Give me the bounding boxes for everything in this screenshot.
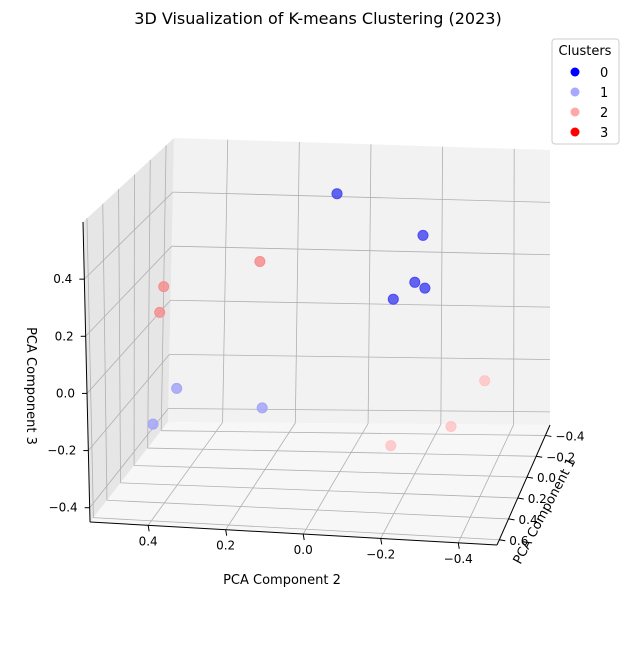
data-point-cluster-3 bbox=[254, 256, 266, 267]
x-tick-mark bbox=[517, 497, 524, 500]
grid-line-y bbox=[222, 139, 229, 423]
y-tick-label: 0.0 bbox=[294, 543, 313, 557]
legend-label: 3 bbox=[600, 126, 608, 141]
x-tick-label: −0.4 bbox=[555, 429, 584, 443]
grid-line-y bbox=[457, 424, 514, 543]
grid-line-y bbox=[380, 423, 442, 539]
legend-box bbox=[551, 38, 620, 145]
z-tick-label: 0.4 bbox=[53, 272, 72, 286]
y-tick-mark bbox=[225, 529, 228, 536]
y-tick-label: 0.2 bbox=[216, 539, 235, 553]
grid-line-y bbox=[294, 141, 300, 424]
legend-label: 2 bbox=[600, 106, 608, 121]
z-axis-label: PCA Component 3 bbox=[23, 327, 38, 445]
legend-marker bbox=[570, 87, 580, 97]
grid-line-z bbox=[88, 354, 170, 451]
grid-line-x bbox=[161, 430, 546, 436]
legend-label: 1 bbox=[600, 86, 608, 101]
axis-layer: −0.4 −0.2 0.0 0.2 0.4 0.6 −0.4 −0.2 0.0 0.2 0.4 −0.… bbox=[47, 221, 585, 566]
y-axis-line bbox=[89, 521, 498, 546]
grid-line-x bbox=[102, 203, 108, 501]
x-tick-mark bbox=[508, 518, 515, 521]
data-point-cluster-0 bbox=[409, 276, 421, 288]
legend-title: Clusters bbox=[559, 44, 612, 59]
grid-line-x bbox=[120, 482, 518, 499]
chart-title: 3D Visualization of K-means Clustering (… bbox=[134, 9, 501, 28]
y-tick-mark bbox=[302, 533, 305, 541]
z-tick-label: 0.2 bbox=[55, 329, 74, 343]
grid-line-x bbox=[93, 517, 500, 541]
grid-line-x bbox=[147, 447, 537, 457]
grid-line-z bbox=[172, 191, 551, 203]
data-point-cluster-3 bbox=[158, 281, 170, 293]
points-layer bbox=[147, 188, 491, 452]
data-point-cluster-1 bbox=[171, 382, 183, 394]
x-tick-mark bbox=[545, 434, 552, 437]
grid-line-x bbox=[86, 218, 94, 518]
y-tick-label: −0.4 bbox=[444, 552, 473, 566]
floor-pane bbox=[90, 422, 550, 545]
data-point-cluster-2 bbox=[445, 421, 457, 432]
data-point-cluster-1 bbox=[256, 402, 268, 414]
grid-line-y bbox=[367, 144, 372, 424]
legend-marker bbox=[570, 67, 580, 77]
data-point-cluster-2 bbox=[479, 375, 491, 387]
grid-line-x bbox=[118, 189, 121, 483]
data-point-cluster-0 bbox=[419, 282, 431, 294]
data-point-cluster-3 bbox=[154, 306, 166, 318]
z-tick-label: −0.2 bbox=[47, 444, 76, 458]
y-tick-label: −0.2 bbox=[366, 547, 395, 561]
grid-line-y bbox=[302, 423, 369, 535]
grid-line-y bbox=[440, 146, 443, 425]
grid-line-y bbox=[225, 422, 296, 530]
z-axis-line bbox=[82, 221, 91, 523]
grid-line-y bbox=[513, 148, 515, 425]
legend-label: 0 bbox=[600, 66, 608, 81]
y-tick-label: 0.4 bbox=[139, 534, 158, 548]
back-pane bbox=[168, 138, 550, 425]
x-tick-label: 0.6 bbox=[509, 534, 528, 548]
y-axis-label: PCA Component 2 bbox=[223, 573, 341, 588]
grid-line-z bbox=[85, 245, 173, 337]
x-tick-mark bbox=[526, 476, 534, 479]
grid-line-z bbox=[168, 408, 551, 413]
grid-line-x bbox=[147, 159, 151, 449]
data-point-cluster-0 bbox=[387, 293, 399, 305]
grid-line-z bbox=[84, 191, 174, 280]
grid-line-x bbox=[134, 465, 527, 478]
y-tick-mark bbox=[147, 525, 150, 532]
legend: Clusters 0 1 2 3 bbox=[551, 38, 620, 145]
grid-line-z bbox=[171, 245, 551, 256]
x-tick-label: 0.4 bbox=[519, 513, 538, 527]
z-tick-label: 0.0 bbox=[56, 386, 75, 400]
x-tick-mark bbox=[499, 539, 506, 542]
data-point-cluster-1 bbox=[147, 418, 159, 430]
grid-line-z bbox=[170, 299, 551, 308]
y-tick-mark bbox=[457, 542, 460, 549]
z-tick-label: −0.4 bbox=[49, 501, 78, 515]
grid-line-x bbox=[106, 499, 509, 520]
x-axis-line bbox=[496, 424, 551, 546]
legend-marker bbox=[570, 107, 580, 117]
legend-marker bbox=[570, 127, 580, 137]
data-point-cluster-0 bbox=[417, 229, 429, 241]
grid-layer bbox=[84, 139, 551, 543]
grid-line-y bbox=[147, 422, 223, 526]
data-point-cluster-0 bbox=[331, 188, 343, 200]
y-tick-mark bbox=[380, 538, 383, 545]
x-tick-label: 0.2 bbox=[528, 492, 547, 506]
x-tick-label: 0.0 bbox=[537, 471, 556, 485]
data-point-cluster-2 bbox=[385, 440, 397, 452]
x-tick-mark bbox=[536, 455, 543, 458]
x-tick-label: −0.2 bbox=[546, 450, 575, 464]
grid-line-z bbox=[169, 353, 551, 360]
